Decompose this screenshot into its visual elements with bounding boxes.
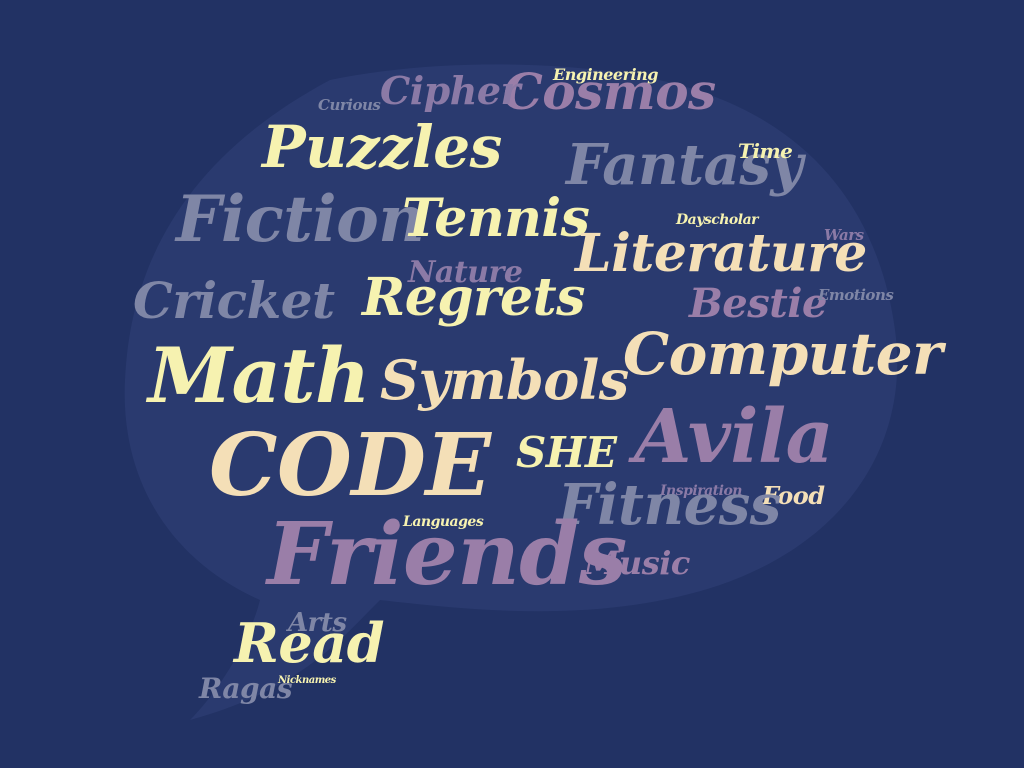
word-cosmos: Cosmos: [503, 62, 716, 121]
word-arts: Arts: [288, 608, 347, 638]
word-symbols: Symbols: [380, 348, 629, 412]
word-food: Food: [762, 481, 825, 510]
word-music: Music: [584, 544, 690, 582]
word-inspiration: Inspiration: [660, 483, 742, 499]
word-engineering: Engineering: [553, 65, 658, 84]
word-fantasy: Fantasy: [566, 132, 803, 198]
word-friends: Friends: [267, 504, 627, 605]
word-nicknames: Nicknames: [278, 675, 336, 686]
word-time: Time: [738, 139, 793, 163]
word-bestie: Bestie: [689, 280, 827, 327]
word-cipher: Cipher: [380, 68, 521, 113]
word-regrets: Regrets: [362, 267, 585, 328]
word-she: SHE: [516, 428, 617, 477]
word-curious: Curious: [318, 96, 381, 114]
word-code: CODE: [209, 415, 491, 516]
word-nature: Nature: [408, 255, 523, 290]
word-dayscholar: Dayscholar: [676, 212, 759, 228]
word-fiction: Fiction: [176, 182, 425, 257]
word-cricket: Cricket: [133, 271, 335, 330]
word-emotions: Emotions: [818, 286, 894, 304]
word-ragas: Ragas: [199, 672, 293, 705]
word-avila: Avila: [634, 394, 834, 480]
word-read: Read: [234, 611, 384, 675]
word-tennis: Tennis: [402, 188, 590, 249]
word-computer: Computer: [623, 320, 943, 388]
word-puzzles: Puzzles: [262, 113, 502, 181]
word-literature: Literature: [575, 223, 867, 284]
word-wars: Wars: [824, 226, 864, 244]
speech-bubble-body: [124, 64, 898, 720]
word-languages: Languages: [403, 514, 484, 530]
word-fitness: Fitness: [558, 472, 781, 538]
word-math: Math: [148, 331, 370, 420]
